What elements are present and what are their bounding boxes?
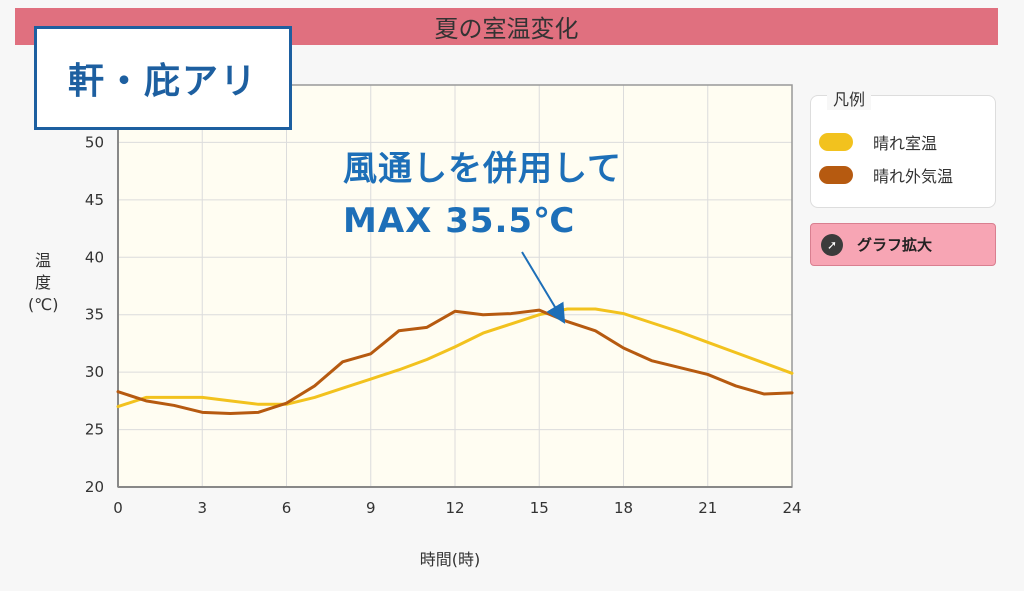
overlay-label: 軒・庇アリ	[34, 26, 292, 130]
y-tick-label: 20	[85, 478, 104, 496]
x-tick-label: 12	[445, 499, 464, 517]
x-tick-label: 3	[197, 499, 207, 517]
share-icon: ➚	[821, 233, 843, 256]
y-tick-label: 50	[85, 133, 104, 151]
graph-zoom-label: グラフ拡大	[857, 236, 933, 254]
y-tick-label: 35	[85, 306, 104, 324]
x-tick-label: 6	[282, 499, 292, 517]
x-tick-label: 24	[782, 499, 801, 517]
legend-label-outdoor-temp: 晴れ外気温	[873, 167, 954, 186]
legend-swatch-outdoor-temp	[819, 166, 853, 184]
y-tick-label: 30	[85, 363, 104, 381]
graph-zoom-button[interactable]: ➚ グラフ拡大	[810, 223, 996, 266]
legend-label-room-temp: 晴れ室温	[873, 134, 938, 153]
legend-title: 凡例	[827, 86, 872, 110]
y-axis-label-text: 温度(℃)	[28, 251, 59, 314]
y-tick-label: 40	[85, 248, 104, 266]
x-tick-label: 0	[113, 499, 123, 517]
series-line-1	[116, 308, 794, 415]
y-tick-label: 25	[85, 421, 104, 439]
series-line-0	[116, 307, 794, 409]
annotation-arrow	[521, 251, 566, 324]
y-axis-label: 温度(℃)	[20, 250, 66, 316]
x-tick-label: 15	[530, 499, 549, 517]
x-tick-label: 9	[366, 499, 376, 517]
annotation-line-1: 風通しを併用して	[343, 149, 622, 189]
x-tick-label: 21	[698, 499, 717, 517]
legend-item-outdoor-temp: 晴れ外気温	[819, 163, 953, 187]
x-axis-label: 時間(時)	[419, 550, 481, 569]
legend-item-room-temp: 晴れ室温	[819, 130, 937, 154]
x-tick-label: 18	[614, 499, 633, 517]
y-tick-label: 45	[85, 191, 104, 209]
legend-swatch-room-temp	[819, 133, 853, 151]
legend: 凡例 晴れ室温 晴れ外気温	[810, 86, 996, 208]
annotation-line-2: MAX 35.5℃	[343, 201, 576, 241]
